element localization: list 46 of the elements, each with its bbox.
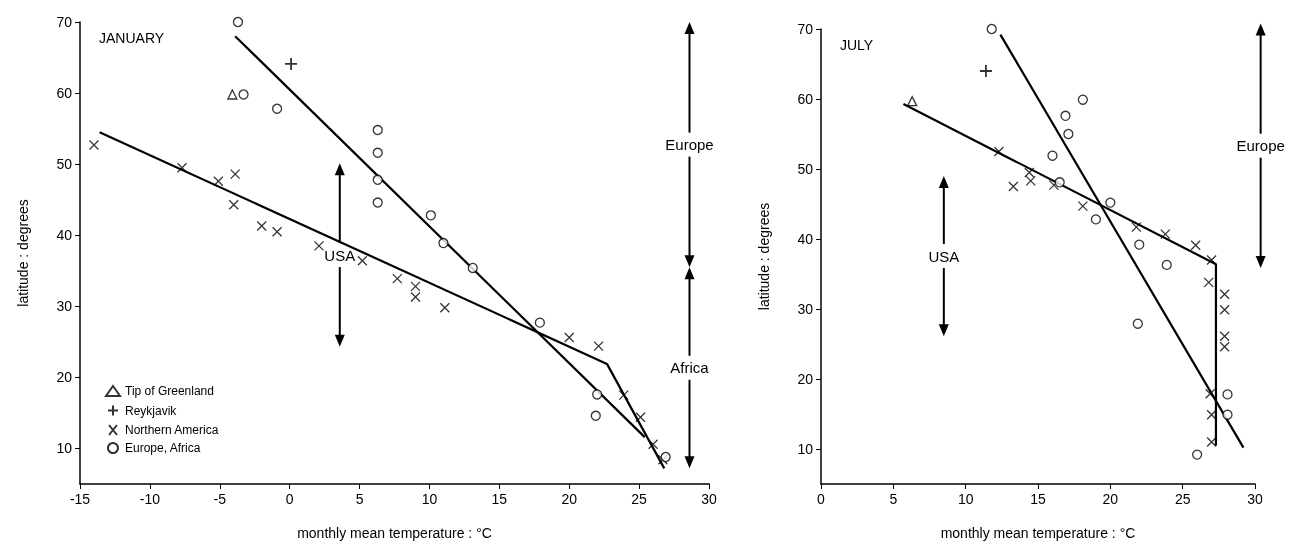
- annotation: USA: [324, 246, 356, 264]
- y-tick-label: 20: [56, 369, 73, 386]
- text: JULY: [840, 37, 874, 53]
- x-tick-label: -15: [69, 491, 91, 507]
- text: JANUARY: [99, 30, 165, 46]
- y-tick-label: 50: [797, 161, 814, 177]
- annotation: Europe: [665, 136, 714, 154]
- x-tick-label: 5: [355, 491, 364, 507]
- y-tick-label: 30: [797, 301, 814, 317]
- x-tick-label: 15: [1030, 491, 1046, 507]
- x-tick-label: 25: [1174, 491, 1191, 507]
- y-tick-label: 50: [56, 156, 73, 173]
- x-axis-title: monthly mean temperature : °C: [940, 525, 1136, 541]
- x-tick-label: 0: [817, 491, 826, 507]
- x-tick-label: -10: [139, 491, 161, 507]
- x-tick-label: 0: [285, 491, 294, 507]
- x-tick-label: 30: [701, 491, 717, 507]
- y-tick-label: 10: [797, 441, 814, 457]
- x-axis-title: monthly mean temperature : °C: [297, 525, 492, 541]
- x-tick-label: 20: [561, 491, 578, 507]
- x-tick-label: 10: [957, 491, 974, 507]
- x-tick-label: 5: [889, 491, 898, 507]
- y-tick-label: 70: [797, 21, 814, 37]
- y-tick-label: 30: [56, 298, 73, 315]
- x-tick-label: 15: [491, 491, 508, 507]
- x-tick-label: 20: [1102, 491, 1119, 507]
- legend-label: Europe, Africa: [125, 441, 201, 455]
- annotation: Africa: [670, 359, 710, 377]
- y-tick-label: 60: [56, 85, 73, 102]
- y-tick-label: 40: [56, 227, 73, 244]
- y-tick-label: 20: [797, 371, 814, 387]
- legend-label: Northern America: [125, 423, 219, 437]
- annotation: USA: [928, 247, 960, 265]
- y-tick-label: 60: [797, 91, 814, 107]
- y-tick-label: 40: [797, 231, 814, 247]
- x-tick-label: 25: [631, 491, 648, 507]
- y-axis-title: latitude : degrees: [15, 199, 31, 307]
- x-tick-label: 30: [1247, 491, 1263, 507]
- x-tick-label: -5: [213, 491, 227, 507]
- x-tick-label: 10: [421, 491, 438, 507]
- y-tick-label: 70: [56, 14, 73, 30]
- annotation: Europe: [1236, 137, 1285, 155]
- legend-label: Reykjavik: [125, 403, 178, 418]
- legend-label: Tip of Greenland: [125, 384, 214, 398]
- y-axis-title: latitude : degrees: [756, 202, 772, 311]
- y-tick-label: 10: [56, 440, 73, 457]
